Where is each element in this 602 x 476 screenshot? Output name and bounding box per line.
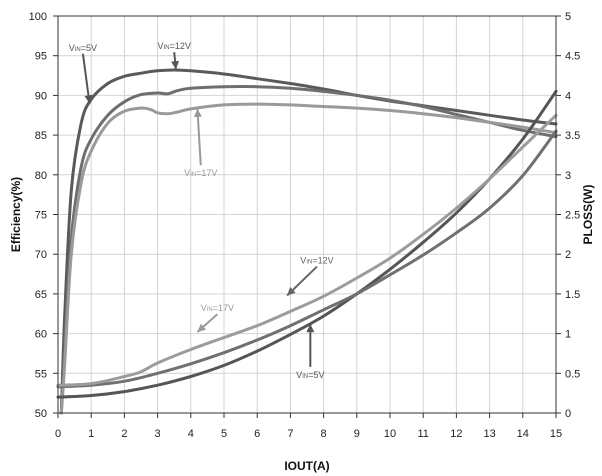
x-tick-label: 9 bbox=[354, 428, 360, 440]
y-tick-label: 60 bbox=[35, 329, 47, 341]
annotation-arrowhead bbox=[306, 324, 315, 333]
y-tick-label: 95 bbox=[35, 51, 47, 63]
series-line-right-vin-17v bbox=[56, 113, 558, 387]
x-axis-title: IOUT(A) bbox=[284, 459, 329, 473]
annotations: VIN=5V VIN=12V VIN=17V VIN=12V VIN=17V VIN=5V bbox=[69, 41, 334, 380]
x-tick-label: 15 bbox=[550, 428, 562, 440]
x-tick-label: 10 bbox=[384, 428, 396, 440]
y2-tick-label: 2.5 bbox=[565, 210, 580, 222]
series-line-left-vin-12v bbox=[59, 84, 558, 415]
y-tick-label: 100 bbox=[29, 11, 47, 23]
annotation-arrowhead bbox=[193, 108, 202, 118]
series-annotation: VIN=12V bbox=[300, 256, 333, 266]
y2-tick-label: 3.5 bbox=[565, 130, 580, 142]
y2-axis-title: PLOSS(W) bbox=[581, 185, 595, 245]
y-tick-label: 65 bbox=[35, 289, 47, 301]
grid bbox=[58, 16, 556, 413]
y-tick-label: 85 bbox=[35, 130, 47, 142]
series-annotation: VIN=17V bbox=[201, 303, 234, 313]
y2-tick-label: 5 bbox=[565, 11, 571, 23]
x-tick-label: 12 bbox=[450, 428, 462, 440]
x-tick-label: 11 bbox=[417, 428, 428, 440]
x-tick-label: 13 bbox=[483, 428, 495, 440]
annotation-arrow bbox=[196, 108, 202, 166]
x-tick-label: 5 bbox=[221, 428, 227, 440]
y2-tick-label: 3 bbox=[565, 170, 571, 182]
y-axis-title: Efficiency(%) bbox=[9, 177, 23, 252]
x-tick-label: 0 bbox=[55, 428, 61, 440]
y2-tick-label: 0.5 bbox=[565, 368, 580, 380]
annotation-arrowhead bbox=[287, 287, 296, 296]
y-tick-label: 70 bbox=[35, 249, 47, 261]
x-tick-label: 4 bbox=[188, 428, 194, 440]
x-tick-label: 2 bbox=[121, 428, 127, 440]
y2-tick-label: 0 bbox=[565, 408, 571, 420]
series-annotation: VIN=5V bbox=[69, 43, 97, 53]
x-tick-label: 14 bbox=[517, 428, 529, 440]
series-line-right-vin-12v bbox=[56, 129, 558, 389]
y-tick-label: 50 bbox=[35, 408, 47, 420]
y-tick-label: 80 bbox=[35, 170, 47, 182]
x-tick-label: 1 bbox=[88, 428, 94, 440]
y-tick-label: 55 bbox=[35, 368, 47, 380]
plot-frame bbox=[53, 15, 561, 418]
annotation-arrowhead bbox=[197, 323, 207, 333]
x-tick-label: 6 bbox=[254, 428, 260, 440]
y2-tick-label: 4 bbox=[565, 90, 571, 102]
y2-tick-label: 2 bbox=[565, 249, 571, 261]
series-line-left-vin-5v bbox=[59, 68, 558, 415]
annotation-arrowhead bbox=[171, 60, 180, 70]
series-annotation: VIN=17V bbox=[184, 168, 217, 178]
series-line-left-vin-17v bbox=[59, 102, 558, 415]
annotation-arrow bbox=[81, 53, 91, 104]
x-tick-label: 7 bbox=[287, 428, 293, 440]
y2-tick-label: 4.5 bbox=[565, 51, 580, 63]
x-tick-label: 8 bbox=[321, 428, 327, 440]
series-line-right-vin-5v bbox=[56, 89, 558, 399]
y-tick-label: 75 bbox=[35, 210, 47, 222]
y2-tick-label: 1 bbox=[565, 329, 571, 341]
series-annotation: VIN=5V bbox=[296, 370, 324, 380]
y-tick-label: 90 bbox=[35, 90, 47, 102]
series-lines bbox=[56, 68, 558, 415]
tick-labels: 0 1 2 3 4 5 6 7 8 9 10 11 12 13 14 15505560657075808590… bbox=[29, 11, 581, 440]
x-tick-label: 3 bbox=[155, 428, 161, 440]
series-annotation: VIN=12V bbox=[158, 41, 191, 51]
y2-tick-label: 1.5 bbox=[565, 289, 580, 301]
annotation-arrowhead bbox=[84, 94, 93, 104]
